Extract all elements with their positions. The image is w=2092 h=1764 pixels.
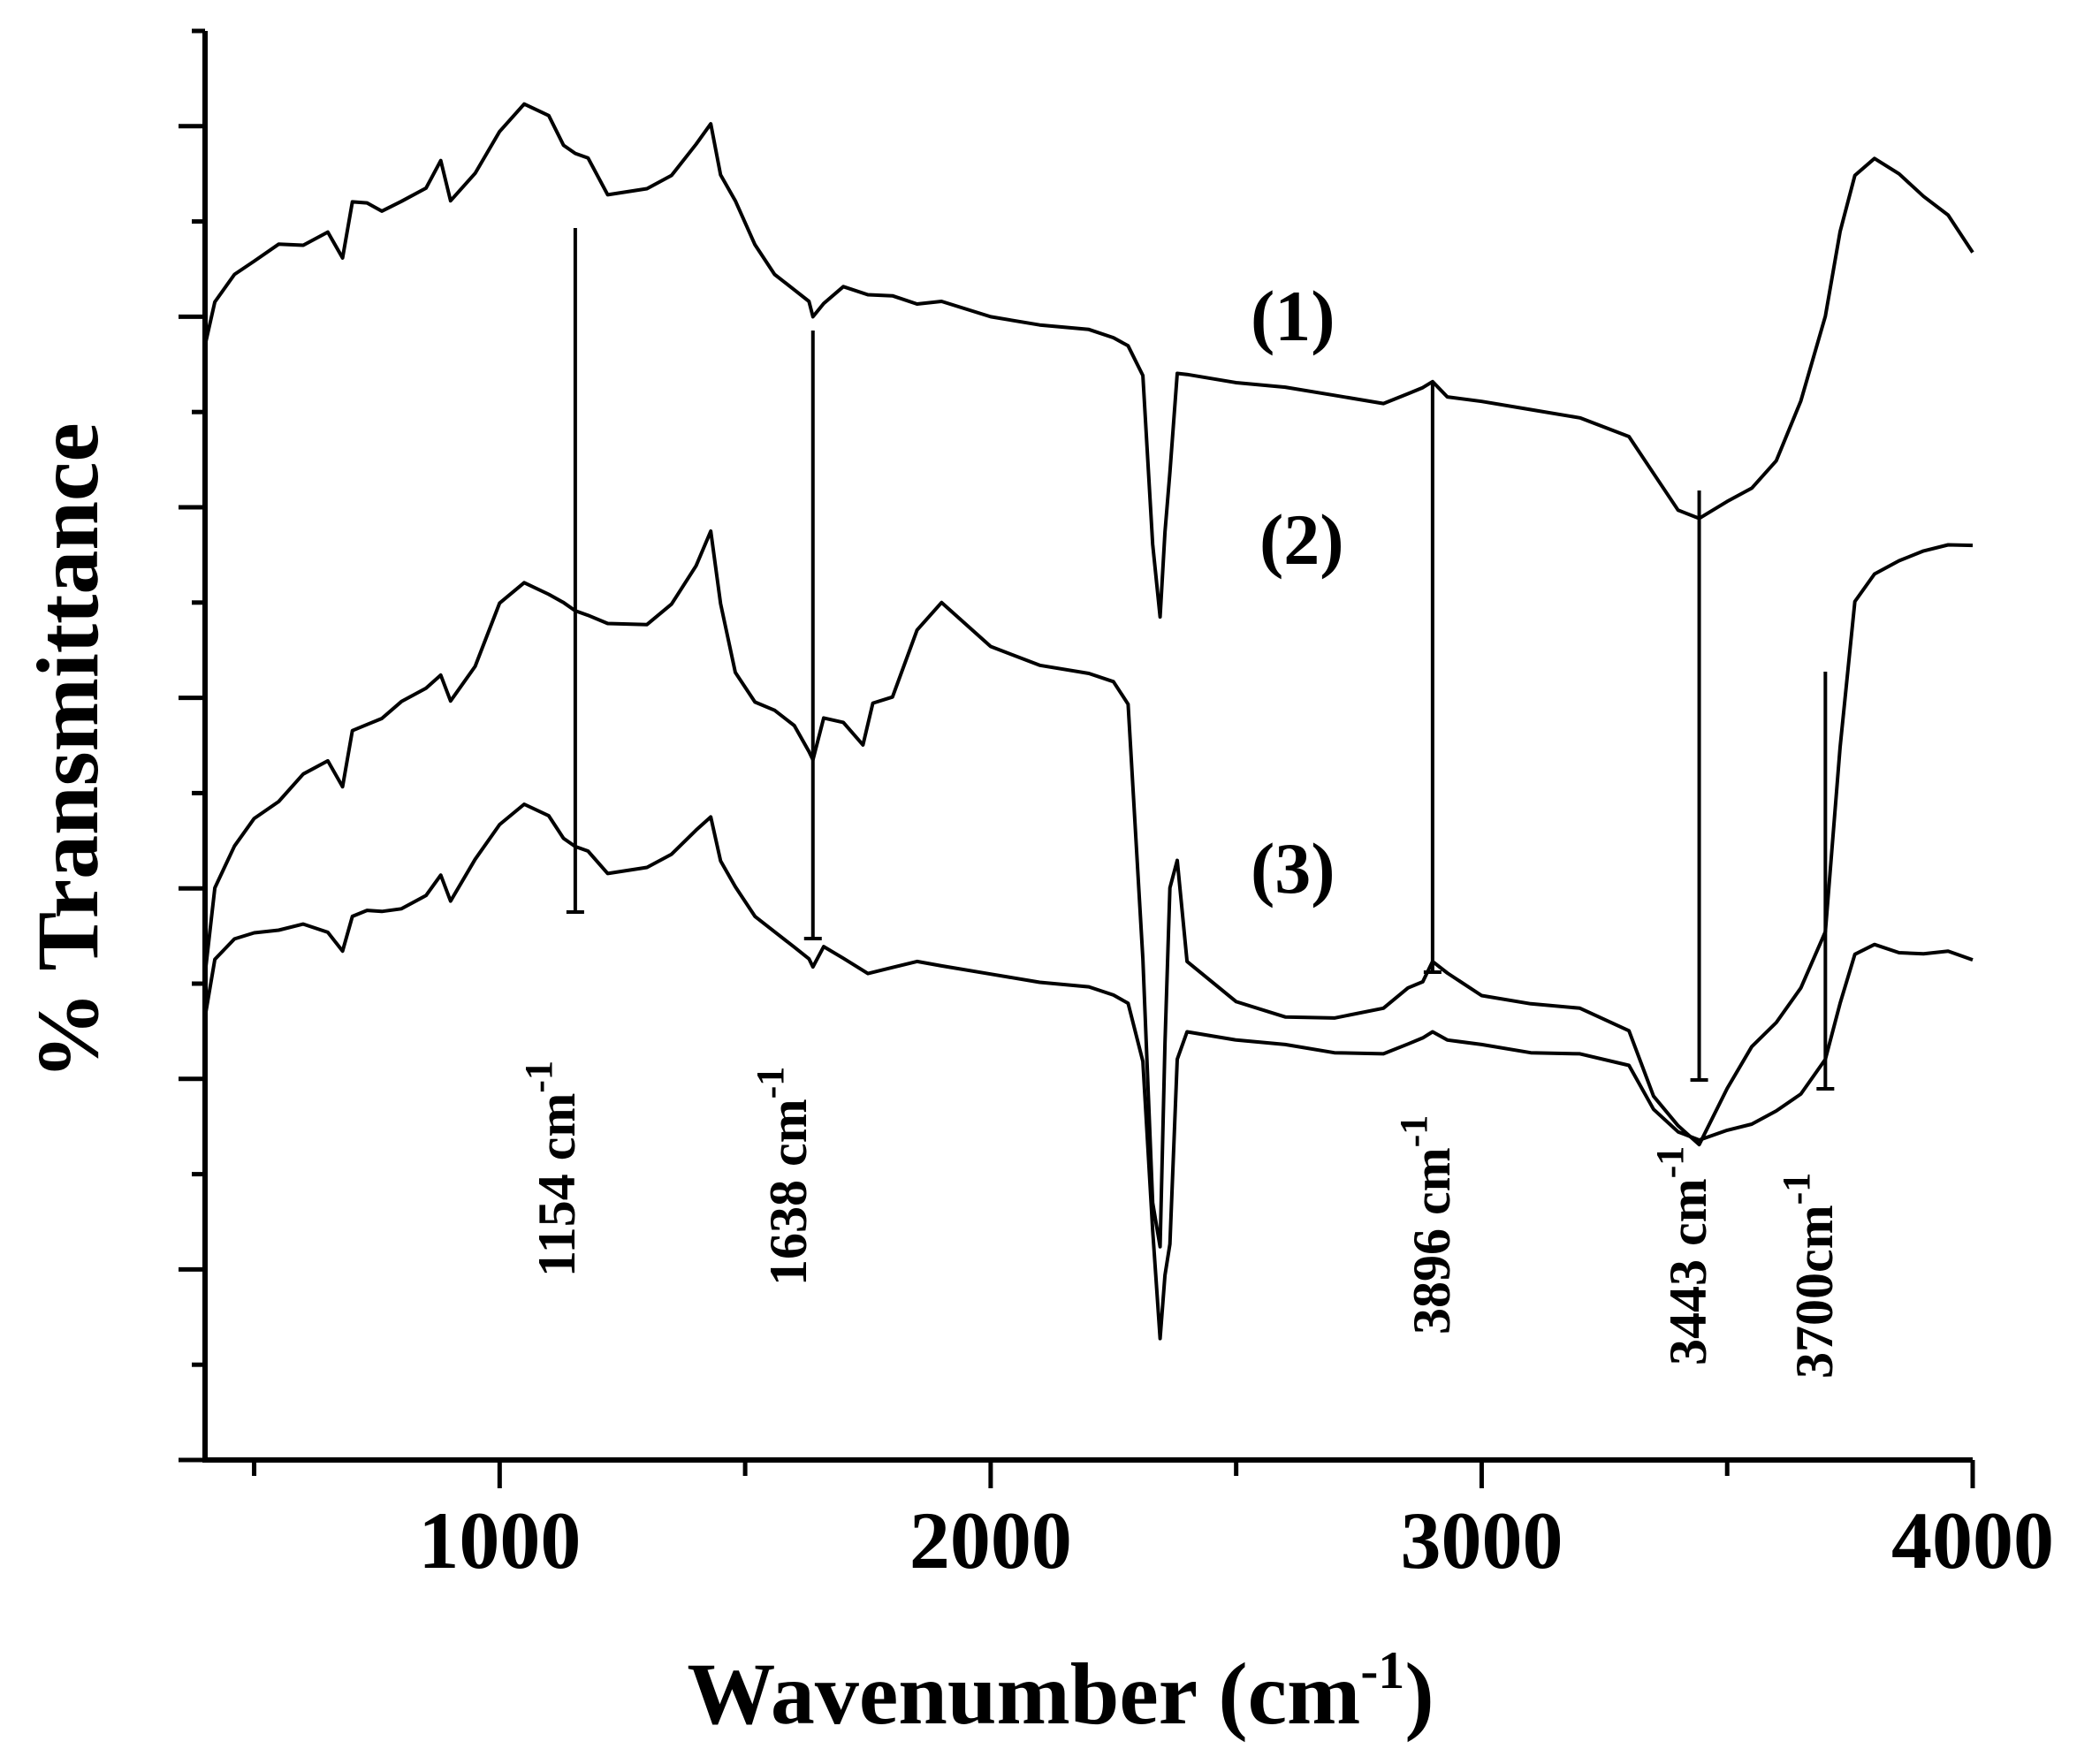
annotation-label: 3700cm-1	[1775, 1173, 1844, 1379]
annotation-label: 3896 cm-1	[1392, 1115, 1461, 1334]
annotation-label-sup: -1	[1775, 1173, 1818, 1205]
series-group	[203, 102, 1974, 1341]
x-axis-title-main: Wavenumber (cm	[687, 1645, 1360, 1743]
annotation-label: 1154 cm-1	[517, 1061, 586, 1277]
annotation-label-sup: -1	[1392, 1115, 1435, 1148]
x-tick-label: 1000	[418, 1495, 581, 1585]
x-tick-label: 3000	[1400, 1495, 1563, 1585]
series-line-1	[203, 102, 1974, 619]
axis-ticks: 1000 2000 3000 4000	[179, 28, 2054, 1585]
x-axis-title: Wavenumber (cm-1)	[687, 1641, 1434, 1743]
x-tick-label: 4000	[1891, 1495, 2054, 1585]
annotation-label-text: 3443 cm	[1659, 1178, 1717, 1365]
annotation-label-text: 1154 cm	[528, 1093, 586, 1277]
series-label-2: (2)	[1259, 499, 1344, 580]
x-axis-title-sup: -1	[1360, 1641, 1404, 1699]
annotation-label-text: 3700cm	[1785, 1205, 1844, 1379]
annotation-label-text: 1638 cm	[759, 1099, 818, 1286]
annotation-label-text: 3896 cm	[1403, 1147, 1461, 1334]
x-tick-label: 2000	[909, 1495, 1072, 1585]
series-line-3	[203, 802, 1974, 1341]
annotation-label: 1638 cm-1	[749, 1067, 818, 1286]
annotation-label: 3443 cm-1	[1648, 1146, 1717, 1365]
annotation-label-sup: -1	[1648, 1146, 1692, 1179]
series-label-3: (3)	[1251, 828, 1335, 909]
series-line-2	[203, 529, 1974, 1249]
x-axis-title-end: )	[1404, 1645, 1434, 1743]
y-axis-title: % Transmittance	[19, 422, 117, 1079]
annotation-label-sup: -1	[749, 1067, 792, 1099]
annotation-label-sup: -1	[517, 1061, 560, 1093]
series-label-1: (1)	[1251, 276, 1335, 356]
